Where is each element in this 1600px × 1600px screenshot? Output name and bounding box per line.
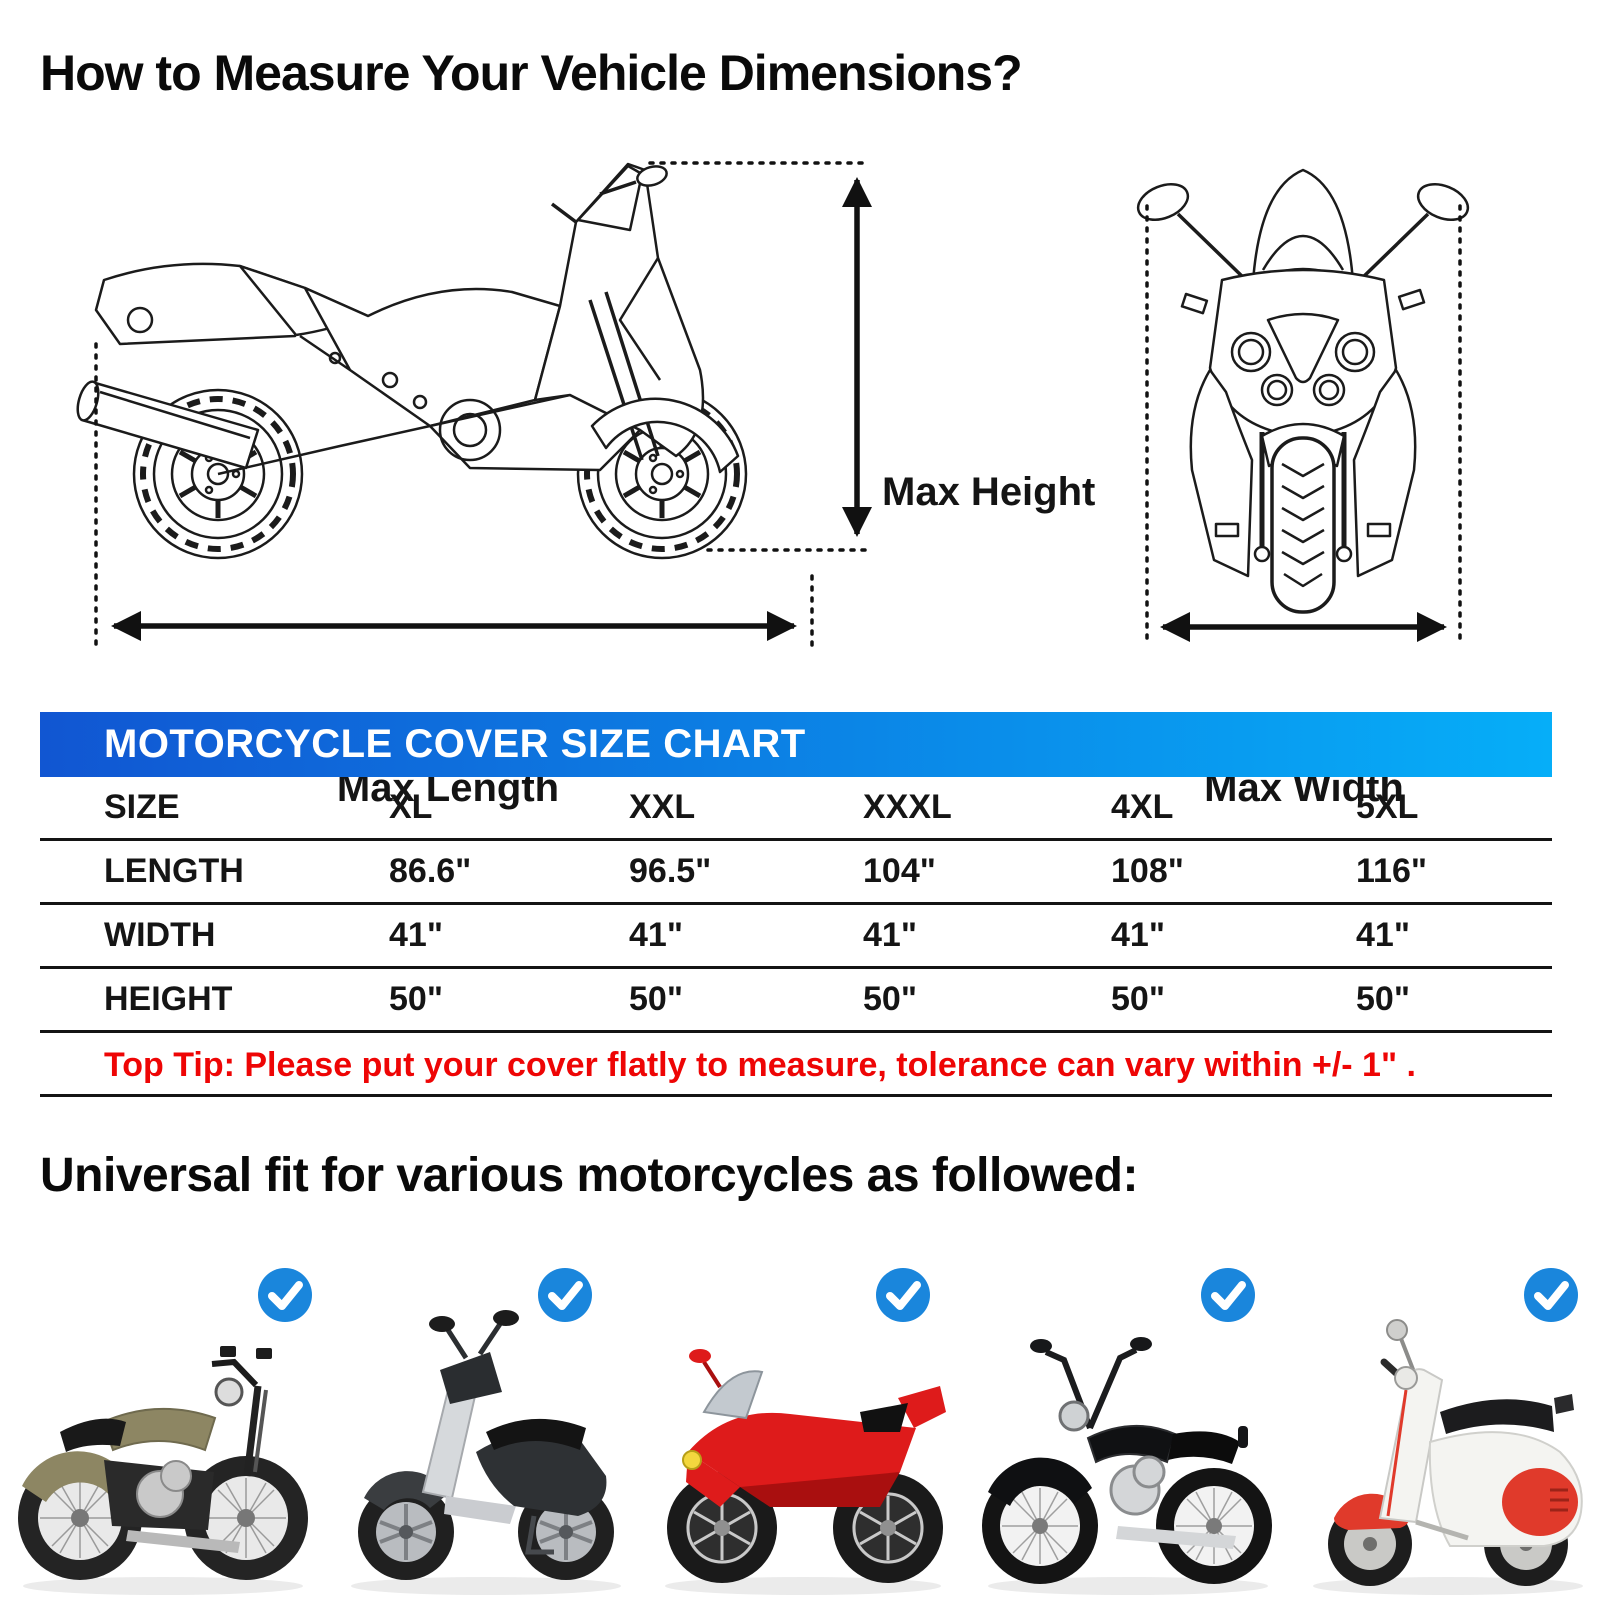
check-icon <box>548 1281 583 1310</box>
row-label: WIDTH <box>104 916 216 954</box>
vintage-scooter-illustration <box>1313 1319 1583 1595</box>
cell-value: 116" <box>1356 852 1427 890</box>
size-chart-row-width: WIDTH 41" 41" 41" 41" 41" <box>40 905 1552 969</box>
col-header: XXXL <box>863 788 952 826</box>
check-badge <box>258 1268 312 1322</box>
rear-wheel <box>1156 1468 1272 1584</box>
size-chart-row-height: HEIGHT 50" 50" 50" 50" 50" <box>40 969 1552 1033</box>
page-title: How to Measure Your Vehicle Dimensions? <box>40 45 1023 101</box>
col-header: 5XL <box>1356 788 1419 826</box>
cell-value: 86.6" <box>389 852 472 890</box>
check-icon <box>1211 1281 1246 1310</box>
col-header: 4XL <box>1111 788 1174 826</box>
vehicle-gallery <box>0 1265 1600 1600</box>
vehicle-item-scooter <box>328 1265 640 1600</box>
check-badge <box>876 1268 930 1322</box>
cell-value: 41" <box>863 916 917 954</box>
dotted-guides <box>94 161 1462 650</box>
check-icon <box>268 1281 303 1310</box>
cell-value: 50" <box>1111 980 1165 1018</box>
size-chart-tip: Top Tip: Please put your cover flatly to… <box>40 1033 1552 1097</box>
motorcycle-side-view-line-art <box>76 162 748 560</box>
check-icon <box>1534 1281 1569 1310</box>
cell-value: 50" <box>629 980 683 1018</box>
sport-bike-illustration <box>665 1349 946 1595</box>
check-badge <box>538 1268 592 1322</box>
cell-value: 41" <box>1356 916 1410 954</box>
check-badge <box>1201 1268 1255 1322</box>
col-header: XXL <box>629 788 696 826</box>
cell-value: 50" <box>863 980 917 1018</box>
cell-value: 108" <box>1111 852 1184 890</box>
size-chart-header-row: SIZE XL XXL XXXL 4XL 5XL <box>40 777 1552 841</box>
front-wheel <box>667 1473 777 1583</box>
classic-cruiser-illustration <box>982 1337 1272 1595</box>
size-chart: MOTORCYCLE COVER SIZE CHART SIZE XL XXL … <box>40 712 1552 1097</box>
dimension-arrows <box>110 176 1448 643</box>
col-header: SIZE <box>104 788 180 826</box>
universal-fit-heading: Universal fit for various motorcycles as… <box>40 1149 1138 1202</box>
col-header: XL <box>389 788 433 826</box>
max-height-label: Max Height <box>882 470 1096 514</box>
cell-value: 96.5" <box>629 852 712 890</box>
vehicle-item-vintage-scooter <box>1288 1265 1600 1600</box>
measurement-diagram-art <box>76 161 1470 650</box>
row-label: LENGTH <box>104 852 244 890</box>
motorcycle-front-view-line-art <box>1136 168 1470 614</box>
cell-value: 41" <box>1111 916 1165 954</box>
size-chart-title-bar: MOTORCYCLE COVER SIZE CHART <box>40 712 1552 777</box>
cell-value: 50" <box>389 980 443 1018</box>
vehicle-item-cruiser <box>8 1265 320 1600</box>
row-label: HEIGHT <box>104 980 233 1018</box>
measurement-diagram: Max Height Max Length Max Width <box>0 130 1600 810</box>
vehicle-item-black-cruiser <box>968 1265 1280 1600</box>
cell-value: 50" <box>1356 980 1410 1018</box>
cell-value: 104" <box>863 852 936 890</box>
size-chart-title: MOTORCYCLE COVER SIZE CHART <box>104 722 806 766</box>
cruiser-motorcycle-illustration <box>18 1346 308 1595</box>
cell-value: 41" <box>389 916 443 954</box>
vehicle-item-sport-bike <box>648 1265 960 1600</box>
size-chart-row-length: LENGTH 86.6" 96.5" 104" 108" 116" <box>40 841 1552 905</box>
cell-value: 41" <box>629 916 683 954</box>
modern-scooter-illustration <box>351 1310 621 1595</box>
check-icon <box>886 1281 921 1310</box>
check-badge <box>1524 1268 1578 1322</box>
